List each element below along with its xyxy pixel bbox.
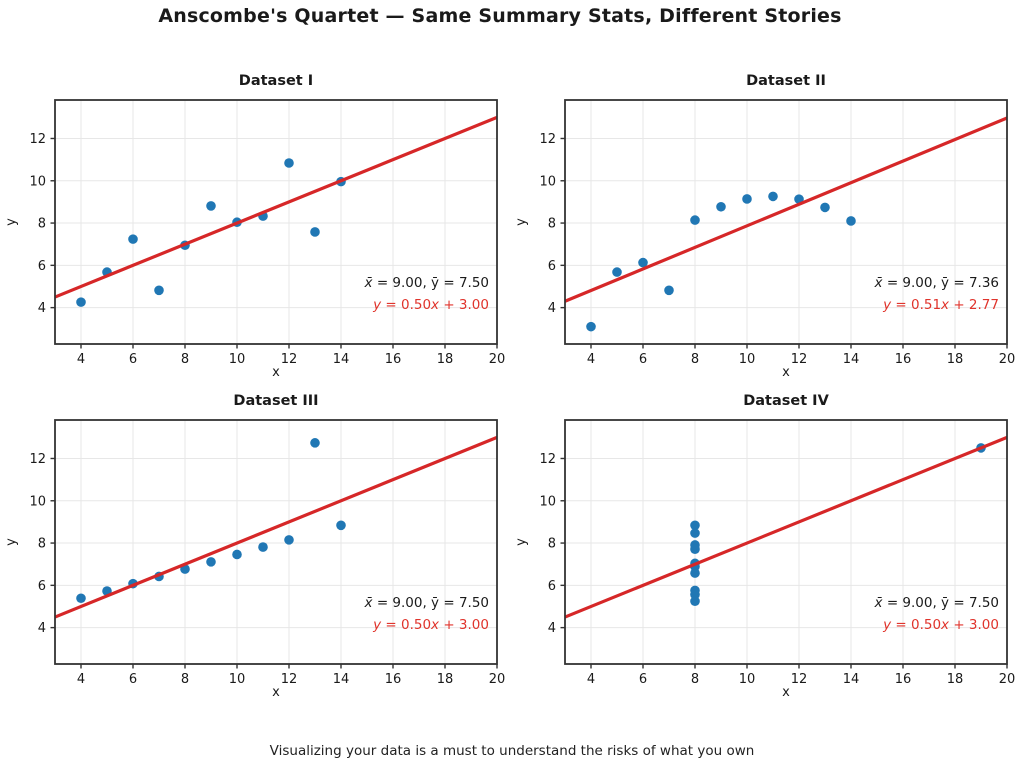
subplot-3-xlabel: x: [272, 685, 280, 700]
subplot-1-xlabel: x: [272, 365, 280, 380]
svg-text:4: 4: [587, 352, 595, 367]
svg-text:14: 14: [333, 352, 350, 367]
subplot-4-title: Dataset IV: [743, 393, 829, 409]
subplot-4-xlabel: x: [782, 685, 790, 700]
svg-text:4: 4: [77, 352, 85, 367]
svg-text:18: 18: [947, 672, 964, 687]
svg-text:8: 8: [548, 217, 556, 232]
svg-text:6: 6: [639, 352, 647, 367]
svg-text:16: 16: [385, 352, 402, 367]
subplot-1-ylabel: y: [4, 218, 19, 226]
svg-text:x̄ = 9.00, ȳ = 7.50: x̄ = 9.00, ȳ = 7.50: [364, 275, 489, 291]
svg-text:10: 10: [739, 352, 756, 367]
svg-text:12: 12: [281, 352, 298, 367]
svg-text:10: 10: [739, 672, 756, 687]
svg-text:14: 14: [843, 672, 860, 687]
svg-text:8: 8: [691, 672, 699, 687]
svg-text:8: 8: [548, 537, 556, 552]
svg-text:18: 18: [437, 352, 454, 367]
svg-text:4: 4: [77, 672, 85, 687]
svg-text:18: 18: [947, 352, 964, 367]
svg-text:10: 10: [539, 494, 556, 509]
svg-text:16: 16: [385, 672, 402, 687]
svg-text:20: 20: [999, 352, 1016, 367]
svg-text:12: 12: [539, 452, 556, 467]
svg-text:14: 14: [843, 352, 860, 367]
svg-text:y = 0.50x + 3.00: y = 0.50x + 3.00: [372, 297, 489, 313]
svg-text:6: 6: [548, 579, 556, 594]
svg-text:y = 0.50x + 3.00: y = 0.50x + 3.00: [882, 617, 999, 633]
svg-text:x̄ = 9.00, ȳ = 7.50: x̄ = 9.00, ȳ = 7.50: [364, 595, 489, 611]
svg-text:8: 8: [691, 352, 699, 367]
svg-text:6: 6: [129, 672, 137, 687]
svg-text:20: 20: [489, 352, 506, 367]
svg-text:8: 8: [38, 217, 46, 232]
svg-text:4: 4: [548, 301, 556, 316]
svg-text:12: 12: [539, 132, 556, 147]
svg-text:6: 6: [38, 579, 46, 594]
svg-text:y = 0.51x + 2.77: y = 0.51x + 2.77: [882, 297, 999, 313]
svg-text:10: 10: [229, 352, 246, 367]
svg-text:16: 16: [895, 672, 912, 687]
svg-text:10: 10: [229, 672, 246, 687]
svg-text:12: 12: [29, 452, 46, 467]
svg-text:20: 20: [999, 672, 1016, 687]
subplot-2-xlabel: x: [782, 365, 790, 380]
svg-text:6: 6: [129, 352, 137, 367]
subplot-3-ylabel: y: [4, 538, 19, 546]
svg-text:8: 8: [181, 672, 189, 687]
svg-text:10: 10: [29, 174, 46, 189]
svg-text:6: 6: [38, 259, 46, 274]
svg-text:6: 6: [548, 259, 556, 274]
svg-text:10: 10: [539, 174, 556, 189]
svg-text:4: 4: [587, 672, 595, 687]
svg-text:x̄ = 9.00, ȳ = 7.36: x̄ = 9.00, ȳ = 7.36: [874, 275, 999, 291]
svg-text:16: 16: [895, 352, 912, 367]
svg-text:12: 12: [29, 132, 46, 147]
svg-text:12: 12: [791, 672, 808, 687]
svg-text:4: 4: [38, 301, 46, 316]
svg-text:y = 0.50x + 3.00: y = 0.50x + 3.00: [372, 617, 489, 633]
svg-text:6: 6: [639, 672, 647, 687]
svg-text:x̄ = 9.00, ȳ = 7.50: x̄ = 9.00, ȳ = 7.50: [874, 595, 999, 611]
figure-caption: Visualizing your data is a must to under…: [269, 743, 755, 759]
svg-text:18: 18: [437, 672, 454, 687]
svg-text:12: 12: [791, 352, 808, 367]
subplot-2-title: Dataset II: [746, 73, 826, 89]
subplot-3-title: Dataset III: [233, 393, 319, 409]
subplot-4-ylabel: y: [514, 538, 529, 546]
svg-text:10: 10: [29, 494, 46, 509]
svg-text:20: 20: [489, 672, 506, 687]
subplot-1-title: Dataset I: [238, 73, 314, 89]
svg-text:4: 4: [548, 621, 556, 636]
svg-text:14: 14: [333, 672, 350, 687]
svg-text:12: 12: [281, 672, 298, 687]
figure-title: Anscombe's Quartet — Same Summary Stats,…: [158, 5, 842, 27]
subplot-2-ylabel: y: [514, 218, 529, 226]
svg-text:8: 8: [38, 537, 46, 552]
svg-text:4: 4: [38, 621, 46, 636]
svg-text:8: 8: [181, 352, 189, 367]
